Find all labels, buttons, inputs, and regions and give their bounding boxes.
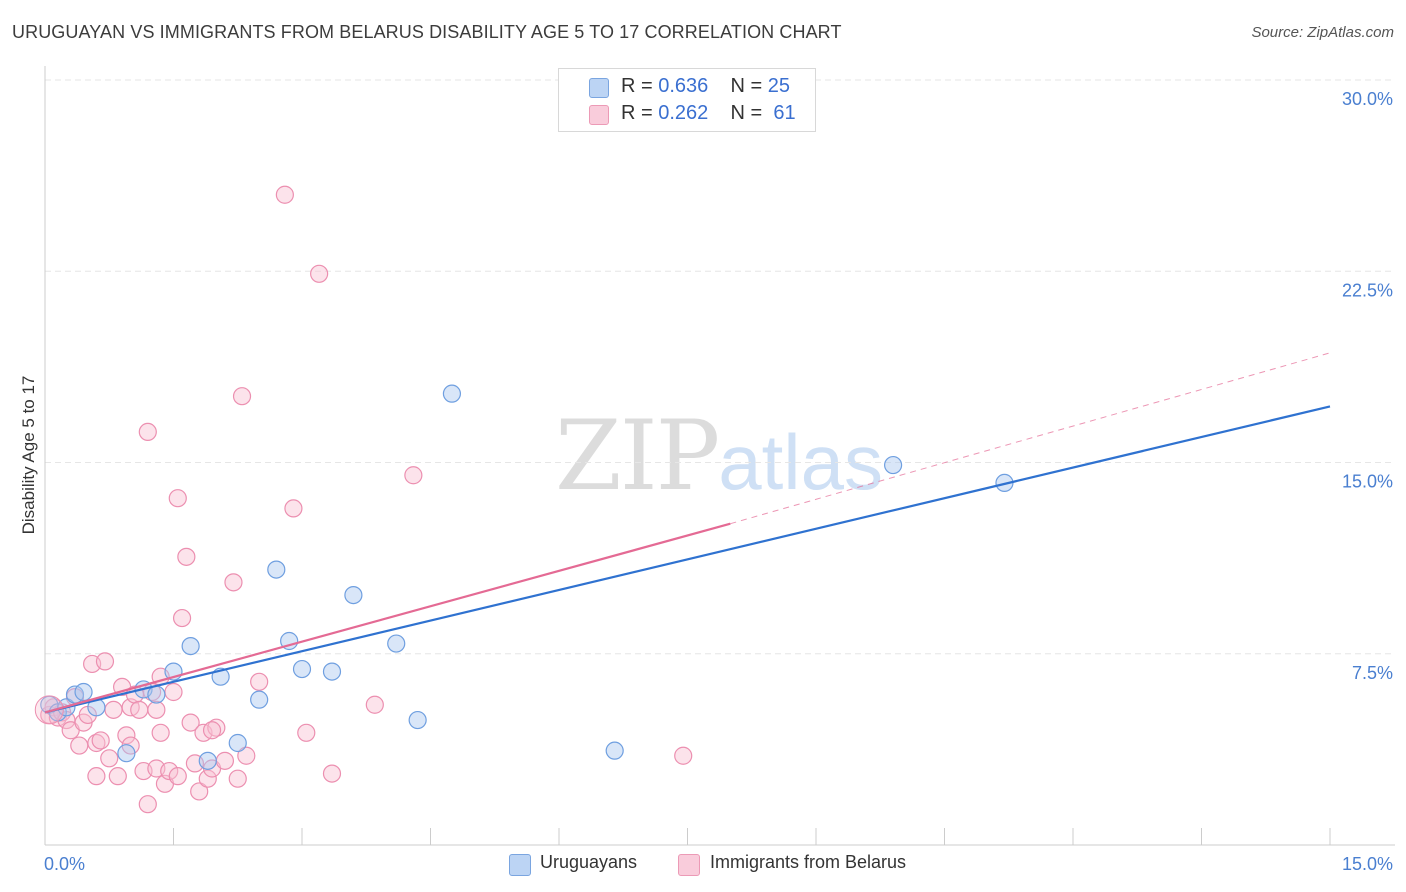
belarus-point bbox=[177, 547, 196, 566]
source-label: Source: ZipAtlas.com bbox=[1251, 24, 1394, 41]
belarus-trend-line bbox=[44, 522, 731, 714]
belarus-point bbox=[87, 767, 106, 786]
belarus-point bbox=[250, 672, 269, 691]
y-tick-label: 7.5% bbox=[1352, 663, 1393, 683]
x-tick-label-max: 15.0% bbox=[1342, 854, 1393, 874]
watermark-zip: ZIP bbox=[555, 400, 720, 512]
r-value: 0.262 bbox=[658, 102, 709, 124]
belarus-point bbox=[91, 731, 110, 750]
belarus-point bbox=[108, 767, 127, 786]
uruguayans-point bbox=[267, 560, 286, 579]
belarus-point bbox=[138, 795, 157, 814]
belarus-point bbox=[202, 721, 222, 740]
legend-row-belarus-text: R = 0.262 N = 61 bbox=[621, 102, 796, 125]
uruguayans-point bbox=[442, 384, 462, 403]
n-label: N = bbox=[730, 75, 763, 97]
uruguayans-trend-line bbox=[44, 405, 1331, 714]
n-value: 61 bbox=[773, 102, 796, 124]
belarus-legend-swatch bbox=[678, 854, 700, 876]
belarus-point bbox=[160, 761, 179, 781]
belarus-point bbox=[310, 264, 329, 283]
belarus-point bbox=[198, 769, 217, 788]
series-legend: Uruguayans Immigrants from Belarus bbox=[0, 852, 1406, 882]
uruguayans-point bbox=[322, 662, 342, 681]
uruguayans-legend-label: Uruguayans bbox=[540, 852, 638, 872]
uruguayans-point bbox=[228, 733, 247, 753]
belarus-point bbox=[404, 466, 423, 485]
n-label: N = bbox=[730, 102, 763, 124]
belarus-point bbox=[297, 723, 316, 742]
uruguayans-point bbox=[408, 710, 427, 730]
belarus-point bbox=[365, 695, 384, 714]
belarus-point bbox=[215, 751, 234, 770]
y-tick-label: 30.0% bbox=[1342, 89, 1393, 109]
belarus-point bbox=[190, 782, 209, 801]
belarus-point bbox=[168, 489, 187, 508]
belarus-point bbox=[181, 713, 200, 732]
legend-row-uruguayans-text: R = 0.636 N = 25 bbox=[621, 75, 790, 98]
belarus-point bbox=[228, 769, 247, 788]
y-tick-label: 22.5% bbox=[1342, 280, 1393, 300]
uruguayans-point bbox=[250, 690, 269, 709]
belarus-point bbox=[275, 185, 294, 204]
belarus-point bbox=[151, 723, 170, 742]
belarus-legend-label: Immigrants from Belarus bbox=[710, 852, 907, 872]
uruguayans-point bbox=[117, 744, 136, 763]
y-axis-title: Disability Age 5 to 17 bbox=[19, 376, 38, 535]
correlation-legend: R = 0.636 N = 25 R = 0.262 N = 61 bbox=[558, 68, 816, 132]
belarus-point bbox=[147, 700, 166, 719]
r-label: R = bbox=[621, 102, 653, 124]
belarus-point bbox=[237, 746, 256, 765]
belarus-point bbox=[104, 700, 123, 719]
uruguayans-point bbox=[198, 751, 217, 770]
uruguayans-swatch bbox=[589, 78, 609, 98]
uruguayans-point bbox=[883, 455, 903, 475]
belarus-point bbox=[164, 682, 183, 702]
uruguayans-point bbox=[605, 741, 624, 760]
uruguayans-point bbox=[387, 634, 406, 653]
belarus-trend-extension bbox=[730, 352, 1331, 525]
x-tick-label-min: 0.0% bbox=[44, 854, 85, 874]
belarus-point bbox=[168, 767, 187, 786]
belarus-point bbox=[284, 499, 303, 518]
belarus-point bbox=[138, 422, 157, 441]
belarus-cluster-point bbox=[34, 695, 64, 725]
belarus-point bbox=[95, 652, 115, 671]
belarus-point bbox=[224, 573, 243, 592]
belarus-point bbox=[100, 749, 119, 768]
uruguayans-point bbox=[74, 682, 93, 702]
belarus-point bbox=[172, 608, 192, 628]
r-label: R = bbox=[621, 75, 653, 97]
belarus-point bbox=[232, 387, 252, 406]
n-value: 25 bbox=[767, 75, 791, 97]
uruguayans-legend-swatch bbox=[509, 854, 531, 876]
belarus-point bbox=[117, 726, 136, 745]
belarus-swatch bbox=[589, 105, 609, 125]
r-value: 0.636 bbox=[658, 75, 709, 97]
chart-title: URUGUAYAN VS IMMIGRANTS FROM BELARUS DIS… bbox=[12, 22, 842, 42]
belarus-point bbox=[130, 700, 149, 719]
uruguayans-point bbox=[181, 636, 200, 656]
belarus-point bbox=[70, 736, 89, 755]
uruguayans-point bbox=[344, 585, 363, 605]
y-tick-label: 15.0% bbox=[1342, 472, 1393, 492]
uruguayans-point bbox=[147, 685, 166, 704]
belarus-point bbox=[674, 746, 693, 765]
uruguayans-point bbox=[292, 659, 312, 679]
belarus-point bbox=[322, 764, 342, 783]
